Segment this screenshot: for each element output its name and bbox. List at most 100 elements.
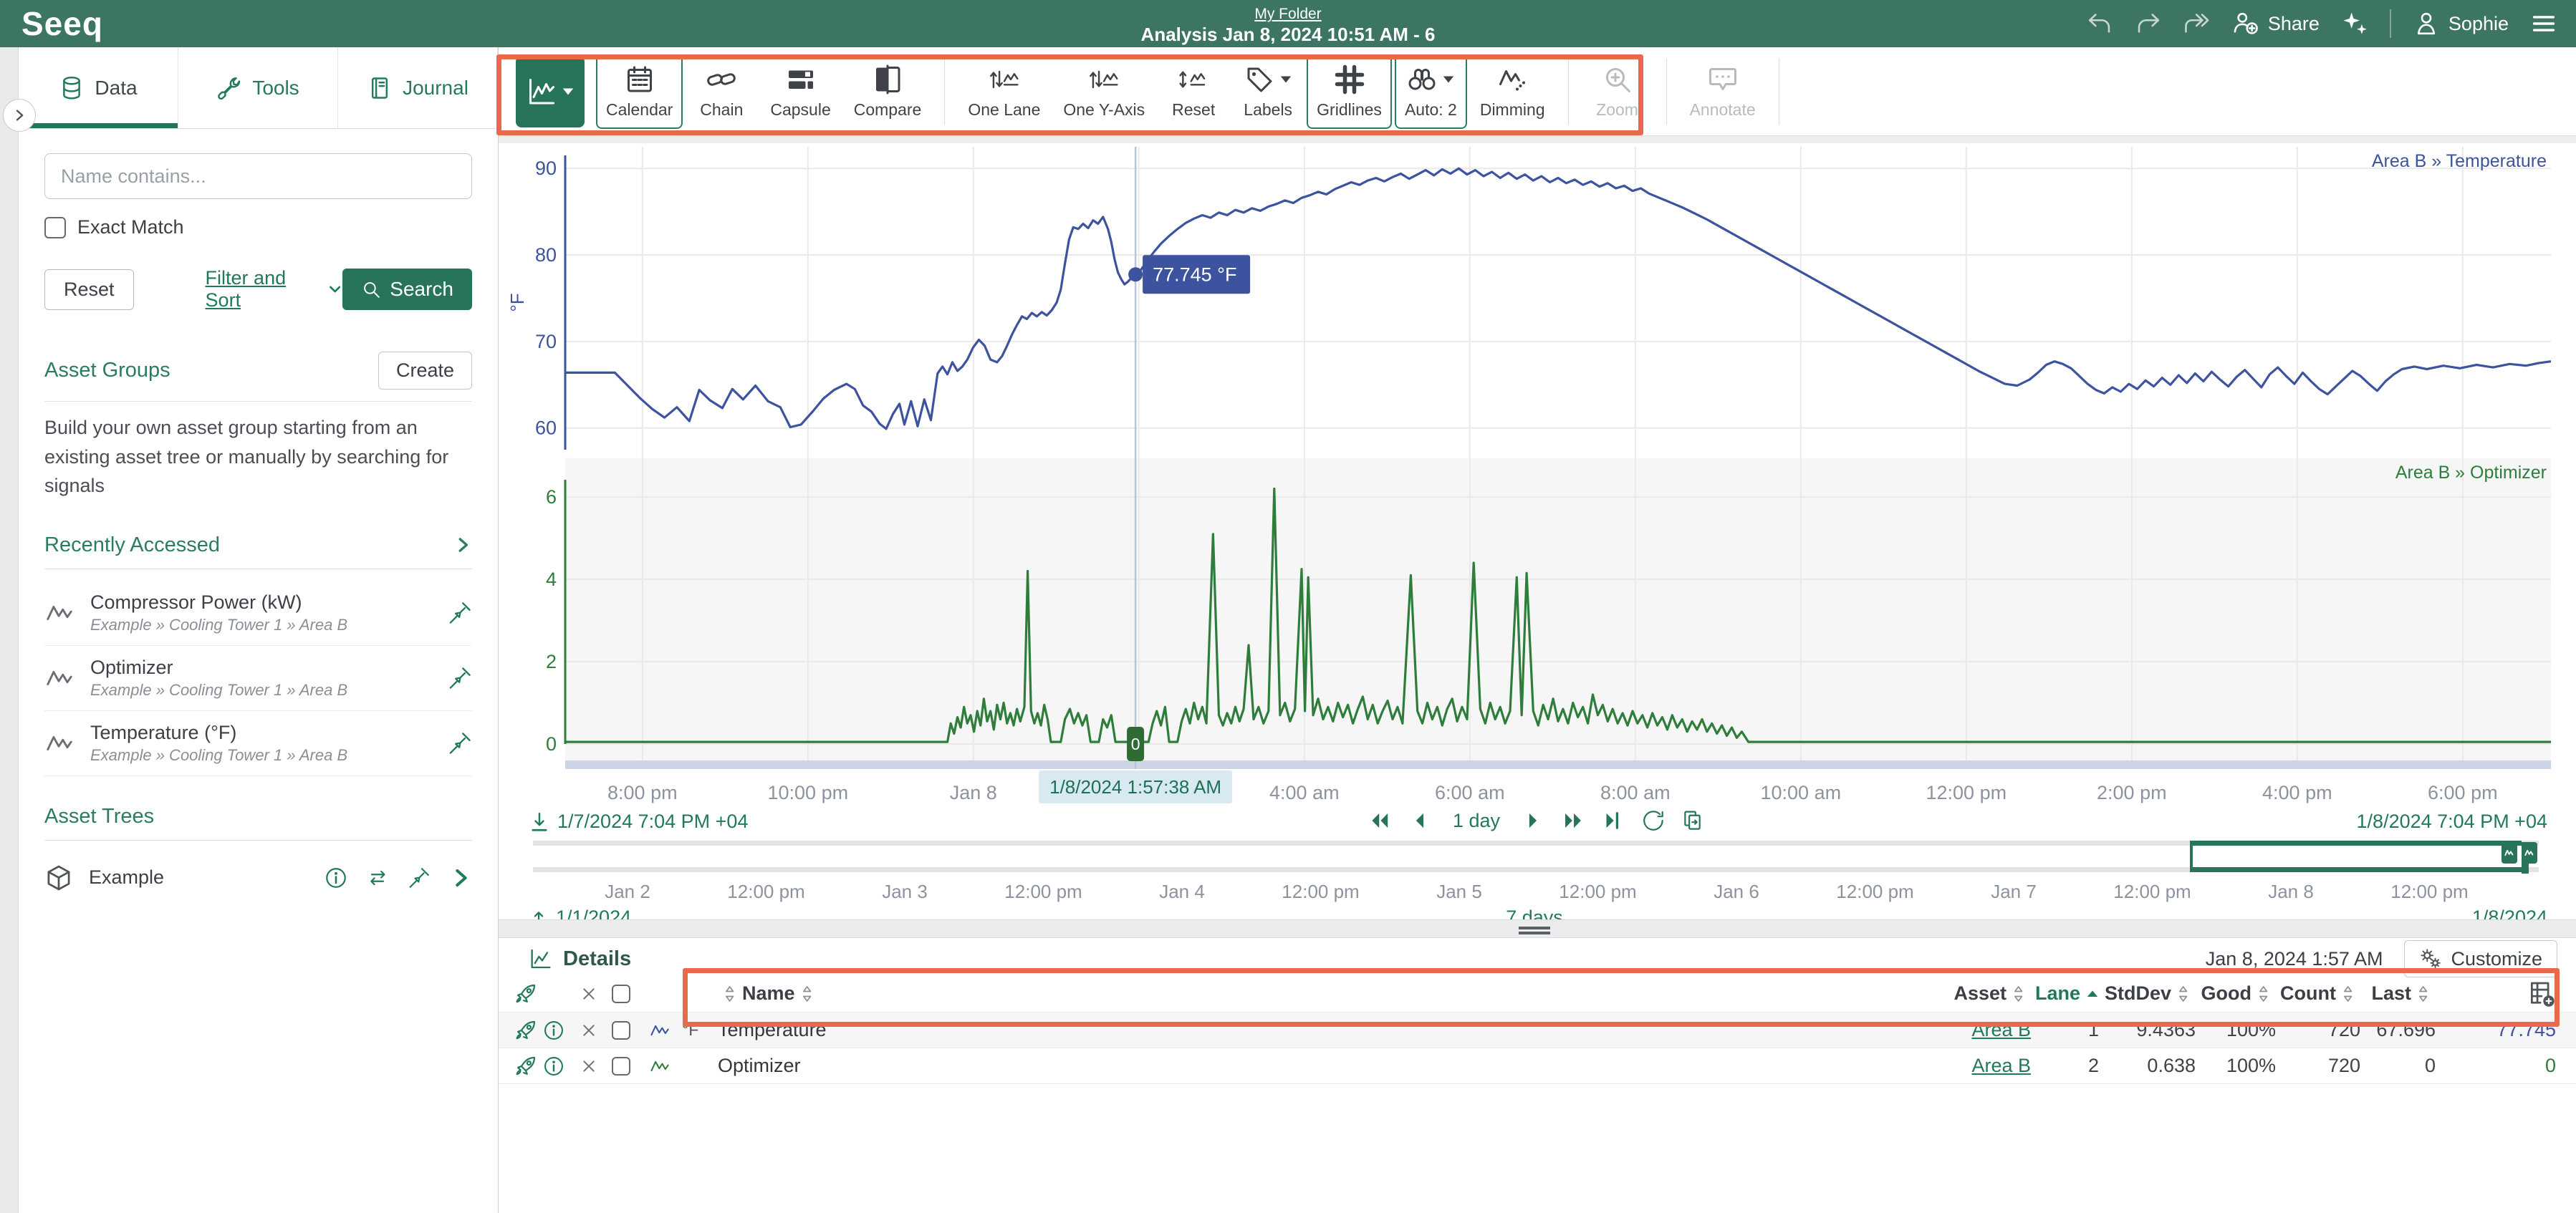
reset-button[interactable]: Reset <box>44 269 134 310</box>
svg-text:8:00 am: 8:00 am <box>1600 782 1671 803</box>
toolbar-one-lane-button[interactable]: One Lane <box>958 54 1050 129</box>
pin-icon[interactable] <box>448 731 472 755</box>
toolbar-gridlines-button[interactable]: Gridlines <box>1307 54 1392 129</box>
breadcrumb[interactable]: My Folder <box>1254 6 1322 23</box>
select-all-checkbox[interactable] <box>612 984 630 1003</box>
signal-icon <box>44 728 75 758</box>
ai-assistant-icon[interactable] <box>2341 10 2368 37</box>
tab-tools[interactable]: Tools <box>178 47 338 128</box>
table-row[interactable]: Optimizer Area B 2 0.638 100% 720 0 0 <box>499 1048 2576 1084</box>
restore-icon[interactable] <box>2183 10 2211 37</box>
close-icon[interactable] <box>579 1056 599 1076</box>
row-checkbox[interactable] <box>612 1056 630 1076</box>
svg-text:4:00 am: 4:00 am <box>1269 782 1340 803</box>
info-icon[interactable] <box>325 866 347 889</box>
range-duration[interactable]: 1 day <box>1452 809 1501 831</box>
list-item[interactable]: Compressor Power (kW) Example » Cooling … <box>44 581 472 646</box>
add-column-icon[interactable] <box>2527 980 2556 1008</box>
column-header-lane[interactable]: Lane <box>2031 982 2099 1005</box>
step-forward-double-icon[interactable] <box>1562 809 1585 832</box>
exact-match-checkbox[interactable] <box>44 216 66 238</box>
column-header-asset[interactable]: Asset <box>1923 982 2031 1005</box>
refresh-icon[interactable] <box>1642 809 1665 832</box>
sidebar-collapse-button[interactable] <box>3 99 36 132</box>
step-back-icon[interactable] <box>1408 809 1431 832</box>
svg-text:6:00 am: 6:00 am <box>1435 782 1505 803</box>
step-back-double-icon[interactable] <box>1368 809 1391 832</box>
cell-good: 100% <box>2226 1019 2276 1040</box>
range-end[interactable]: 1/8/2024 7:04 PM +04 <box>2356 811 2547 832</box>
rocket-icon[interactable] <box>514 1019 537 1042</box>
header-actions: Share Sophie <box>2086 0 2557 47</box>
asset-link[interactable]: Area B <box>1971 1055 2031 1076</box>
asset-groups-title: Asset Groups <box>44 359 170 382</box>
user-menu[interactable]: Sophie <box>2413 10 2509 37</box>
column-header-name[interactable]: Name <box>718 982 1923 1005</box>
tab-data[interactable]: Data <box>19 47 178 128</box>
column-header-last[interactable]: Last <box>2360 982 2436 1005</box>
hamburger-menu-icon[interactable] <box>2530 10 2557 37</box>
column-header-count[interactable]: Count <box>2276 982 2360 1005</box>
sort-icon[interactable] <box>801 985 814 1003</box>
pin-icon[interactable] <box>448 666 472 690</box>
range-start[interactable]: 1/7/2024 7:04 PM +04 <box>529 811 748 833</box>
tab-journal[interactable]: Journal <box>338 47 498 128</box>
signal-icon <box>648 1055 672 1077</box>
list-item[interactable]: Temperature (°F) Example » Cooling Tower… <box>44 711 472 776</box>
toolbar-dimming-button[interactable]: Dimming <box>1470 54 1555 129</box>
sort-icon[interactable] <box>724 985 736 1003</box>
sort-icon[interactable] <box>2012 985 2025 1003</box>
pin-icon[interactable] <box>448 601 472 625</box>
column-header-stddev[interactable]: StdDev <box>2099 982 2196 1005</box>
table-row[interactable]: °F Temperature Area B 1 9.4363 100% 720 … <box>499 1013 2576 1048</box>
sort-icon[interactable] <box>2342 985 2355 1003</box>
create-asset-group-button[interactable]: Create <box>378 352 472 390</box>
toolbar-compare-button[interactable]: Compare <box>844 54 932 129</box>
chevron-right-icon[interactable] <box>453 536 472 554</box>
step-forward-icon[interactable] <box>1522 809 1544 832</box>
toolbar-one-y-axis-button[interactable]: One Y-Axis <box>1053 54 1155 129</box>
panel-splitter[interactable] <box>499 919 2576 938</box>
sort-icon[interactable] <box>2257 985 2270 1003</box>
overview-track[interactable] <box>533 841 2539 874</box>
investigate-range-strip: Jan 2 12:00 pm Jan 3 12:00 pm Jan 4 12:00 pm J… <box>499 841 2576 928</box>
toolbar-labels-button[interactable]: Labels <box>1232 54 1304 129</box>
rocket-icon[interactable] <box>514 1055 537 1078</box>
details-chart-icon <box>529 947 553 971</box>
toolbar-capsule-button[interactable]: Capsule <box>760 54 840 129</box>
redo-icon[interactable] <box>2135 10 2162 37</box>
filter-and-sort-link[interactable]: Filter and Sort <box>206 267 343 311</box>
column-header-good[interactable]: Good <box>2196 982 2276 1005</box>
toolbar-chain-button[interactable]: Chain <box>686 54 757 129</box>
step-to-end-icon[interactable] <box>1602 809 1625 832</box>
sort-icon[interactable] <box>2177 985 2190 1003</box>
toolbar-trend-mode-button[interactable] <box>516 55 585 127</box>
asset-tree-item[interactable]: Example <box>44 852 472 904</box>
sort-icon[interactable] <box>2417 985 2430 1003</box>
chevron-right-icon[interactable] <box>449 866 472 889</box>
close-icon[interactable] <box>579 984 599 1004</box>
close-icon[interactable] <box>579 1020 599 1040</box>
undo-icon[interactable] <box>2086 10 2113 37</box>
svg-text:Area B » Temperature: Area B » Temperature <box>2372 151 2547 171</box>
search-button[interactable]: Search <box>342 269 472 310</box>
list-item[interactable]: Optimizer Example » Cooling Tower 1 » Ar… <box>44 646 472 711</box>
overview-selection[interactable] <box>2190 841 2529 874</box>
copy-range-icon[interactable] <box>1682 809 1705 832</box>
toolbar-reset-button[interactable]: Reset <box>1158 54 1229 129</box>
search-input[interactable] <box>44 153 472 199</box>
info-icon[interactable] <box>543 1020 564 1041</box>
asset-link[interactable]: Area B <box>1971 1019 2031 1040</box>
swap-icon[interactable] <box>366 866 389 889</box>
pin-icon[interactable] <box>408 866 431 889</box>
trend-chart[interactable]: 60 70 80 90 °F Area B » Temperature 0 2 4 … <box>499 143 2576 809</box>
info-icon[interactable] <box>543 1055 564 1077</box>
rocket-icon[interactable] <box>514 982 537 1005</box>
toolbar-auto-update-button[interactable]: Auto: 2 <box>1394 54 1467 129</box>
customize-button[interactable]: Customize <box>2404 940 2557 977</box>
toolbar-calendar-button[interactable]: Calendar <box>596 54 683 129</box>
share-button[interactable]: Share <box>2232 10 2320 37</box>
row-checkbox[interactable] <box>612 1020 630 1040</box>
onelane-icon <box>989 64 1020 95</box>
svg-text:77.745 °F: 77.745 °F <box>1153 264 1236 285</box>
